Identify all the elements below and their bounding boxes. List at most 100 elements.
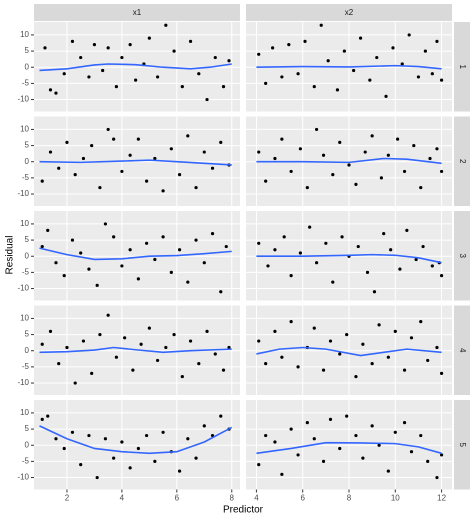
point: [407, 33, 411, 37]
point: [421, 244, 425, 249]
point: [257, 241, 261, 245]
strip: [34, 4, 240, 21]
point: [340, 235, 344, 239]
y-tick-label: 10: [20, 219, 29, 228]
point: [370, 134, 374, 138]
point: [123, 336, 127, 340]
point: [358, 36, 363, 40]
point: [361, 342, 365, 346]
point: [128, 248, 132, 252]
y-tick-label: 10: [20, 30, 29, 39]
strip: [454, 305, 470, 395]
point: [296, 365, 300, 369]
point: [161, 235, 165, 239]
point: [386, 355, 390, 359]
point: [435, 147, 439, 151]
point: [65, 345, 69, 350]
point: [194, 238, 198, 242]
point: [164, 23, 168, 27]
point: [257, 463, 261, 467]
point: [280, 355, 284, 359]
point: [46, 414, 50, 418]
point: [289, 427, 293, 431]
point: [331, 280, 335, 284]
point: [296, 453, 300, 457]
y-tick-label: -10: [17, 189, 29, 198]
point: [98, 332, 102, 337]
point: [419, 433, 423, 438]
point: [73, 381, 77, 385]
point: [156, 358, 160, 363]
point: [70, 430, 75, 434]
point: [338, 352, 342, 356]
x-tick-label: 4: [254, 494, 259, 503]
point: [227, 345, 231, 350]
point: [328, 417, 333, 421]
point: [402, 421, 407, 425]
strip: [454, 22, 470, 112]
smooth-line: [256, 64, 442, 70]
point: [136, 137, 140, 141]
point: [264, 81, 268, 85]
point: [43, 46, 47, 50]
y-tick-label: -10: [17, 95, 29, 104]
point: [305, 421, 309, 425]
point: [177, 469, 182, 473]
y-tick-label: 5: [25, 235, 30, 244]
point: [219, 414, 223, 418]
smooth-line: [39, 63, 232, 72]
point: [161, 430, 165, 434]
y-tick-label: -5: [22, 78, 30, 87]
y-tick-label: 0: [25, 62, 30, 71]
y-tick-label: 5: [25, 46, 30, 55]
point: [48, 88, 53, 92]
y-tick-label: 10: [20, 314, 29, 323]
point: [169, 147, 173, 151]
point: [338, 446, 342, 451]
point: [205, 97, 209, 102]
point: [87, 267, 91, 271]
point: [298, 251, 302, 255]
point: [145, 433, 149, 438]
point: [409, 336, 414, 340]
point: [354, 433, 358, 438]
point: [54, 91, 58, 95]
point: [147, 36, 151, 40]
x-tick-label: 4: [120, 494, 125, 503]
smooth-line: [39, 247, 232, 261]
point: [271, 46, 275, 50]
point: [197, 72, 201, 76]
point: [95, 475, 99, 480]
point: [128, 466, 132, 470]
point: [210, 232, 215, 236]
point: [319, 23, 323, 27]
point: [213, 55, 217, 60]
y-tick-label: -10: [17, 378, 29, 387]
point: [314, 261, 319, 265]
point: [219, 290, 223, 294]
point: [128, 43, 132, 47]
strip-label: 4: [458, 348, 467, 353]
point: [188, 339, 193, 343]
point: [106, 313, 110, 317]
smooth-line: [256, 346, 442, 357]
point: [202, 261, 206, 265]
point: [393, 329, 397, 333]
point: [402, 368, 407, 372]
y-tick-label: -5: [22, 267, 30, 276]
point: [345, 332, 349, 337]
point: [439, 371, 444, 375]
point: [186, 280, 190, 284]
point: [172, 49, 176, 53]
point: [92, 43, 97, 47]
point: [419, 185, 423, 190]
point: [312, 437, 316, 441]
point: [186, 134, 190, 138]
smooth-line: [39, 159, 232, 166]
point: [303, 39, 307, 43]
smooth-line: [256, 253, 442, 264]
y-tick-label: -10: [17, 473, 29, 482]
point: [40, 244, 44, 249]
point: [338, 140, 342, 144]
